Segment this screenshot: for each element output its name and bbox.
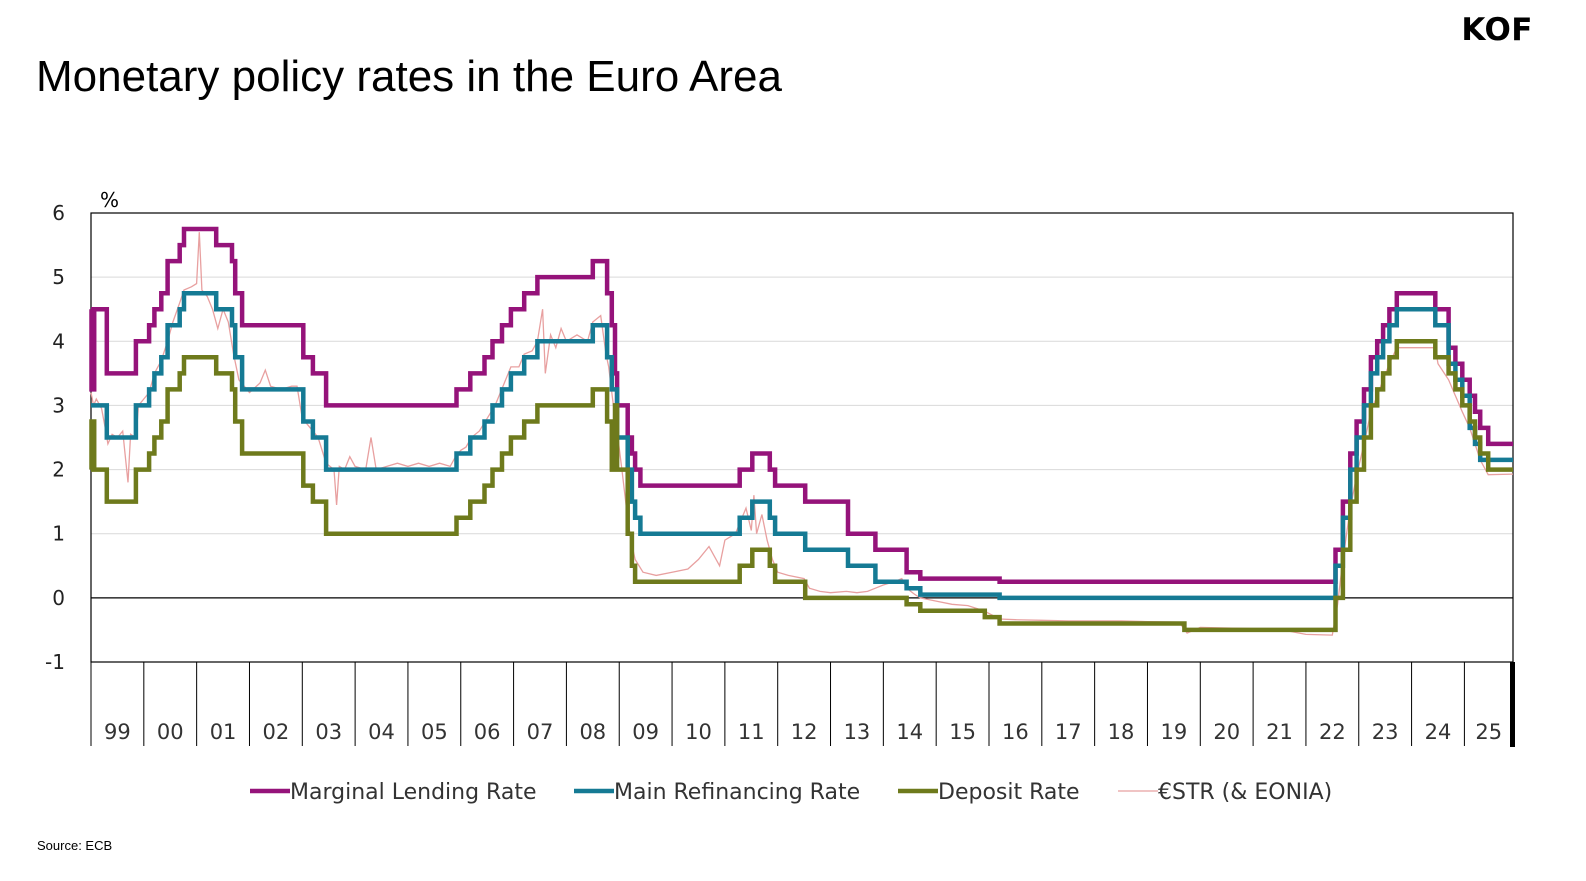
x-tick-label: 02 bbox=[263, 720, 290, 744]
x-tick-label: 11 bbox=[738, 720, 765, 744]
x-tick-label: 23 bbox=[1372, 720, 1399, 744]
x-tick-label: 00 bbox=[157, 720, 184, 744]
x-axis: 99 00 01 02 03 04 05 06 07 08 09 10 11 12 13 14 15 16 17 18… bbox=[90, 662, 1515, 747]
x-tick-label: 24 bbox=[1425, 720, 1452, 744]
y-axis-unit-label: % bbox=[100, 188, 119, 212]
x-tick-label: 04 bbox=[368, 720, 395, 744]
legend-item-estr: €STR (& EONIA) bbox=[1118, 780, 1332, 805]
x-tick-label: 07 bbox=[527, 720, 554, 744]
x-tick-label: 18 bbox=[1108, 720, 1135, 744]
page-title: Monetary policy rates in the Euro Area bbox=[36, 52, 782, 101]
plot-border bbox=[90, 212, 1514, 663]
y-tick-label: 2 bbox=[52, 458, 65, 482]
x-tick-label: 14 bbox=[896, 720, 923, 744]
plot-frame bbox=[90, 212, 1514, 663]
legend-item-deposit: Deposit Rate bbox=[898, 780, 1080, 805]
series-line-deposit bbox=[89, 339, 1513, 633]
legend-label: €STR (& EONIA) bbox=[1158, 780, 1332, 805]
y-tick-label: 4 bbox=[52, 329, 65, 353]
series-layer bbox=[89, 226, 1514, 636]
legend-label: Marginal Lending Rate bbox=[290, 780, 537, 805]
x-tick-label: 06 bbox=[474, 720, 501, 744]
y-tick-label: 3 bbox=[52, 393, 65, 417]
kof-logo: KOF bbox=[1461, 12, 1533, 48]
y-tick-label: 1 bbox=[52, 522, 65, 546]
x-tick-label: 25 bbox=[1475, 720, 1502, 744]
y-tick-label: 6 bbox=[52, 201, 65, 225]
x-tick-label: 08 bbox=[579, 720, 606, 744]
legend-label: Deposit Rate bbox=[938, 780, 1080, 805]
x-tick-label: 03 bbox=[315, 720, 342, 744]
y-tick-label: 0 bbox=[52, 586, 65, 610]
x-tick-label: 19 bbox=[1161, 720, 1188, 744]
y-tick-label: 5 bbox=[52, 265, 65, 289]
legend: Marginal Lending Rate Main Refinancing Ra… bbox=[250, 780, 1332, 805]
legend-item-mro: Main Refinancing Rate bbox=[574, 780, 860, 805]
legend-label: Main Refinancing Rate bbox=[614, 780, 860, 805]
x-tick-label: 10 bbox=[685, 720, 712, 744]
source-note: Source: ECB bbox=[37, 838, 113, 853]
axis-end-marker bbox=[1510, 662, 1515, 747]
series-line-estr bbox=[90, 232, 1514, 636]
x-tick-label: 20 bbox=[1213, 720, 1240, 744]
x-tick-label: 15 bbox=[949, 720, 976, 744]
y-axis: -1 0 1 2 3 4 5 6% bbox=[45, 188, 119, 674]
x-tick-label: 05 bbox=[421, 720, 448, 744]
gridlines bbox=[91, 212, 1513, 663]
series-line-mro bbox=[91, 290, 1513, 601]
x-tick-label: 13 bbox=[844, 720, 871, 744]
x-tick-label: 12 bbox=[791, 720, 818, 744]
x-tick-label: 09 bbox=[632, 720, 659, 744]
x-tick-label: 21 bbox=[1266, 720, 1293, 744]
x-tick-label: 17 bbox=[1055, 720, 1082, 744]
x-tick-label: 22 bbox=[1319, 720, 1346, 744]
y-tick-label: -1 bbox=[45, 650, 65, 674]
x-tick-label: 16 bbox=[1002, 720, 1029, 744]
x-tick-label: 99 bbox=[104, 720, 131, 744]
x-tick-label: 01 bbox=[210, 720, 237, 744]
legend-item-marginal: Marginal Lending Rate bbox=[250, 780, 537, 805]
